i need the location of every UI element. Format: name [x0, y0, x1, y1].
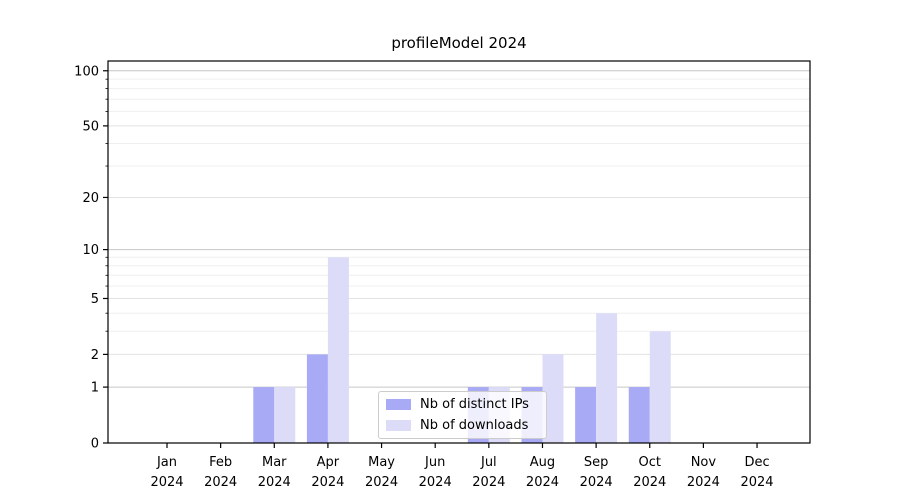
x-tick-label-year: 2024 — [258, 475, 291, 490]
y-tick-label: 1 — [91, 381, 99, 396]
legend-swatch-downloads — [386, 419, 411, 431]
x-tick-label-month: Oct — [639, 455, 661, 470]
bar — [327, 257, 349, 443]
x-tick-label-year: 2024 — [365, 475, 398, 490]
x-tick-label-year: 2024 — [311, 475, 344, 490]
y-tick-label: 0 — [91, 437, 99, 452]
x-tick-label-month: Apr — [317, 455, 340, 470]
x-tick-label-month: Jan — [156, 455, 177, 470]
x-tick-label-year: 2024 — [740, 475, 773, 490]
axes-spines — [107, 60, 811, 444]
bar — [575, 387, 597, 443]
legend-swatch-distinct-ips — [386, 398, 411, 410]
x-tick-label-month: Jul — [480, 455, 497, 470]
bar — [306, 354, 328, 443]
x-tick-label-month: Dec — [744, 455, 769, 470]
x-tick-label-month: Nov — [691, 455, 717, 470]
x-tick-label-year: 2024 — [633, 475, 666, 490]
legend-label-downloads: Nb of downloads — [420, 417, 529, 433]
x-tick-label-year: 2024 — [580, 475, 613, 490]
y-tick-label: 100 — [74, 64, 99, 79]
x-tick-label-year: 2024 — [472, 475, 505, 490]
legend: Nb of distinct IPs Nb of downloads — [378, 391, 547, 439]
x-tick-label-year: 2024 — [526, 475, 559, 490]
bar — [274, 387, 296, 443]
x-tick-label-year: 2024 — [687, 475, 720, 490]
legend-item-distinct-ips: Nb of distinct IPs — [386, 396, 539, 412]
x-tick-label-month: Mar — [262, 455, 287, 470]
x-tick-label-month: Sep — [584, 455, 609, 470]
x-tick-label-year: 2024 — [419, 475, 452, 490]
legend-item-downloads: Nb of downloads — [386, 417, 539, 433]
legend-label-distinct-ips: Nb of distinct IPs — [420, 396, 529, 412]
chart-title: profileModel 2024 — [391, 34, 527, 52]
x-tick-label-year: 2024 — [204, 475, 237, 490]
bar — [649, 331, 671, 443]
x-tick-label-month: Jun — [424, 455, 445, 470]
x-tick-label-year: 2024 — [150, 475, 183, 490]
y-tick-label: 50 — [82, 119, 99, 134]
bar — [596, 313, 618, 443]
x-tick-label-month: Aug — [530, 455, 555, 470]
y-tick-label: 5 — [91, 292, 99, 307]
y-tick-label: 20 — [82, 191, 99, 206]
bar — [542, 354, 564, 443]
bar — [628, 387, 650, 443]
y-tick-label: 2 — [91, 348, 99, 363]
x-tick-label-month: Feb — [209, 455, 232, 470]
x-tick-label-month: May — [368, 455, 395, 470]
y-tick-label: 10 — [82, 243, 99, 258]
bar — [253, 387, 275, 443]
